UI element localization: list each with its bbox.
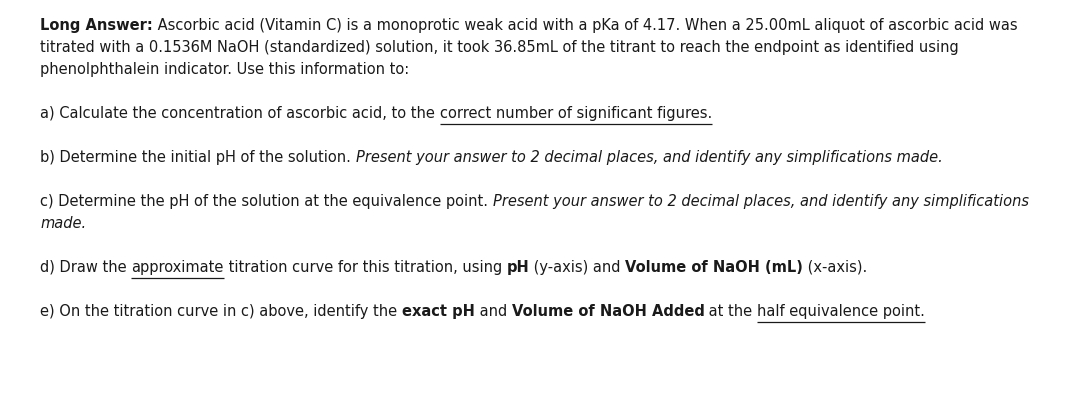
Text: a) Calculate the concentration of ascorbic acid, to the: a) Calculate the concentration of ascorb… — [40, 106, 440, 121]
Text: Present your answer to 2 decimal places, and identify any simplifications made.: Present your answer to 2 decimal places,… — [355, 150, 942, 165]
Text: and: and — [474, 304, 512, 319]
Text: b) Determine the initial pH of the solution.: b) Determine the initial pH of the solut… — [40, 150, 355, 165]
Text: made.: made. — [40, 216, 86, 231]
Text: c) Determine the pH of the solution at the equivalence point.: c) Determine the pH of the solution at t… — [40, 194, 492, 209]
Text: (x-axis).: (x-axis). — [804, 260, 867, 275]
Text: titration curve for this titration, using: titration curve for this titration, usin… — [224, 260, 507, 275]
Text: titrated with a 0.1536M NaOH (standardized) solution, it took 36.85mL of the tit: titrated with a 0.1536M NaOH (standardiz… — [40, 40, 959, 55]
Text: Ascorbic acid (Vitamin C) is a monoprotic weak acid with a pKa of 4.17. When a 2: Ascorbic acid (Vitamin C) is a monoproti… — [152, 18, 1017, 33]
Text: correct number of significant figures.: correct number of significant figures. — [440, 106, 712, 121]
Text: Long Answer:: Long Answer: — [40, 18, 152, 33]
Text: d) Draw the: d) Draw the — [40, 260, 132, 275]
Text: Volume of NaOH (mL): Volume of NaOH (mL) — [625, 260, 804, 275]
Text: Present your answer to 2 decimal places, and identify any simplifications: Present your answer to 2 decimal places,… — [492, 194, 1028, 209]
Text: at the: at the — [704, 304, 757, 319]
Text: Volume of NaOH Added: Volume of NaOH Added — [512, 304, 704, 319]
Text: approximate: approximate — [132, 260, 224, 275]
Text: pH: pH — [507, 260, 529, 275]
Text: exact pH: exact pH — [402, 304, 474, 319]
Text: half equivalence point.: half equivalence point. — [757, 304, 924, 319]
Text: phenolphthalein indicator. Use this information to:: phenolphthalein indicator. Use this info… — [40, 62, 409, 77]
Text: e) On the titration curve in c) above, identify the: e) On the titration curve in c) above, i… — [40, 304, 402, 319]
Text: (y-axis) and: (y-axis) and — [529, 260, 625, 275]
